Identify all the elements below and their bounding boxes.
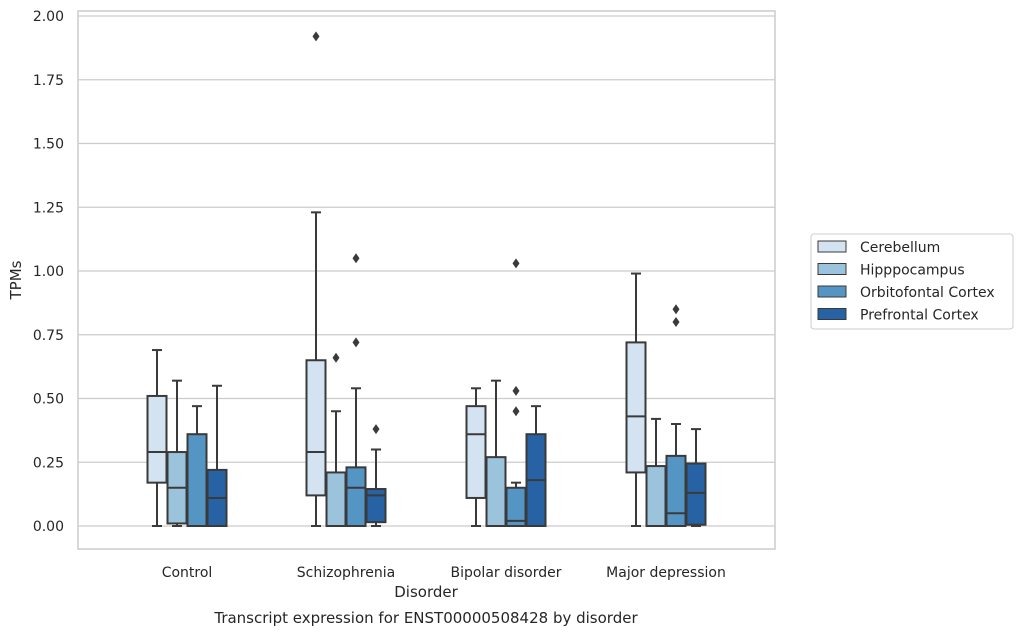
x-tick-label: Bipolar disorder (450, 565, 561, 581)
box-0-1 (166, 379, 188, 527)
boxes (146, 31, 707, 528)
x-axis-title: Disorder (394, 583, 458, 601)
box-2-1 (485, 379, 507, 527)
outlier-point (372, 424, 380, 435)
legend-label: Prefrontal Cortex (860, 308, 979, 324)
box-3-0 (625, 272, 647, 527)
legend-frame (810, 233, 1014, 330)
box-0-2 (186, 405, 208, 528)
x-tick-label: Schizophrenia (297, 565, 395, 581)
box-body (465, 405, 487, 499)
outlier-point (352, 253, 360, 264)
y-tick-label: 0.75 (33, 328, 64, 344)
chart-title: Transcript expression for ENST0000050842… (213, 609, 638, 627)
legend-swatch (817, 263, 847, 275)
legend-label: Cerebellum (860, 240, 940, 256)
box-1-1 (325, 352, 347, 528)
box-body (665, 454, 687, 527)
legend-label: Orbitofontal Cortex (860, 285, 995, 301)
box-1-3 (365, 424, 387, 527)
plot-area-frame (77, 10, 776, 550)
outlier-point (672, 317, 680, 327)
legend-swatch (817, 240, 847, 253)
box-3-1 (645, 417, 667, 528)
box-body (365, 488, 387, 524)
legend: Cerebellum Hipppocampus Orbitofontal Corte… (810, 233, 1014, 330)
box-0-0 (146, 349, 168, 527)
box-2-2 (505, 258, 527, 527)
box-body (645, 465, 667, 528)
y-tick-label: 1.00 (33, 264, 64, 280)
x-tick-label: Major depression (606, 565, 726, 581)
box-1-0 (305, 31, 327, 527)
y-tick-label: 1.25 (33, 200, 64, 216)
box-body (186, 433, 208, 528)
y-tick-label: 0.00 (33, 519, 64, 535)
legend-swatch (817, 308, 847, 320)
y-tick-label: 1.75 (33, 73, 64, 89)
box-2-0 (465, 387, 487, 527)
outlier-point (352, 337, 360, 348)
y-axis-ticks: 0.00 0.25 0.50 0.75 1.00 1.25 1.50 1.75 2.00 (33, 9, 64, 535)
box-body (485, 456, 507, 527)
box-0-3 (206, 384, 228, 527)
outlier-point (512, 258, 520, 269)
box-body (305, 359, 327, 497)
x-axis-ticks: Control Schizophrenia Bipolar disorder Majo… (162, 565, 726, 581)
box-body (685, 462, 707, 526)
box-1-2 (345, 253, 367, 528)
box-3-3 (685, 428, 707, 527)
outlier-point (512, 385, 520, 396)
box-body (625, 341, 647, 474)
box-body (345, 466, 367, 528)
outlier-point (512, 406, 520, 417)
box-body (325, 471, 347, 528)
grid-lines (78, 15, 775, 527)
outlier-point (672, 304, 680, 315)
x-tick-label: Control (162, 565, 213, 581)
legend-label: Hipppocampus (860, 263, 965, 279)
legend-swatch (817, 285, 847, 298)
outlier-point (332, 352, 340, 363)
box-body (146, 394, 168, 484)
box-3-2 (665, 304, 687, 527)
box-2-3 (525, 405, 547, 528)
y-tick-label: 0.50 (33, 392, 64, 408)
legend-items: Cerebellum Hipppocampus Orbitofontal Corte… (817, 240, 995, 324)
y-tick-label: 2.00 (33, 9, 64, 25)
outlier-point (312, 31, 320, 42)
y-tick-label: 1.50 (33, 137, 64, 153)
y-axis-title: TPMs (7, 260, 25, 300)
y-tick-label: 0.25 (33, 455, 64, 471)
